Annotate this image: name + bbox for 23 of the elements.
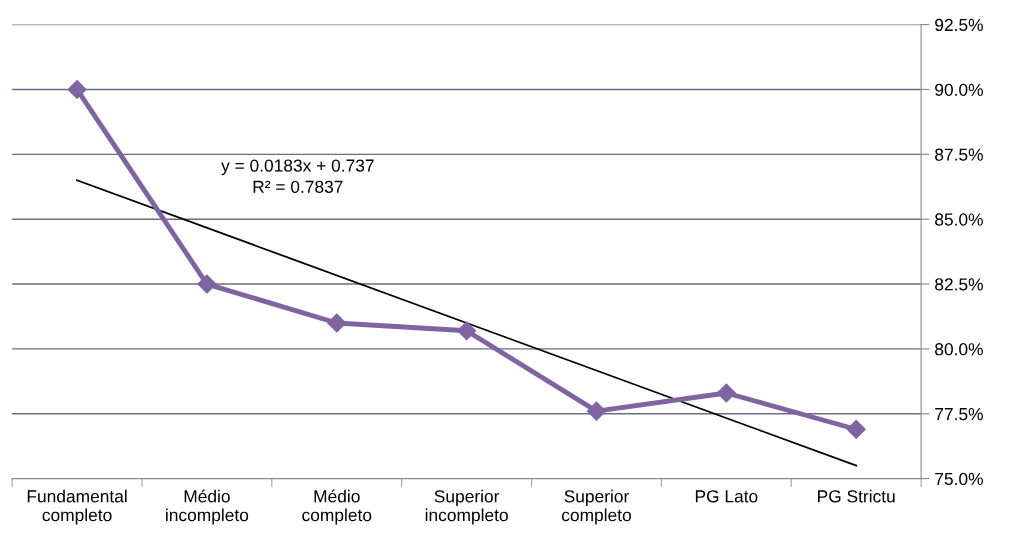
x-tick-label: Médio incompleto bbox=[166, 489, 249, 525]
point bbox=[586, 401, 607, 421]
annotation: y = 0.0183x + 0.737 R² = 0.7837 bbox=[221, 159, 374, 193]
y-tick-label: 75.0% bbox=[935, 472, 983, 486]
point bbox=[67, 79, 87, 100]
point bbox=[197, 274, 217, 294]
point bbox=[846, 419, 866, 439]
y-tick-label: 92.5% bbox=[935, 18, 983, 32]
point bbox=[327, 313, 347, 333]
y-tick-label: 80.0% bbox=[935, 343, 983, 356]
x-tick-label: Superior incompleto bbox=[425, 489, 508, 525]
y-tick-label: 85.0% bbox=[935, 213, 983, 226]
y-tick-label: 90.0% bbox=[935, 83, 983, 96]
x-tick-label: PG Strictu bbox=[818, 489, 895, 503]
y-tick-label: 82.5% bbox=[935, 278, 983, 291]
x-tick-label: Médio completo bbox=[302, 489, 372, 525]
y-tick-label: 77.5% bbox=[935, 408, 983, 421]
point bbox=[716, 383, 736, 403]
y-tick-label: 87.5% bbox=[935, 148, 983, 161]
x-tick-label: Superior completo bbox=[561, 489, 631, 525]
x-tick-label: Fundamental completo bbox=[27, 489, 127, 525]
x-tick-label: PG Lato bbox=[695, 490, 758, 503]
point bbox=[457, 321, 477, 341]
